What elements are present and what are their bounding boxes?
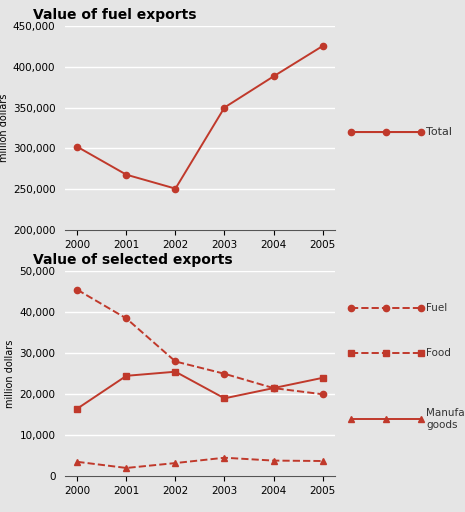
Y-axis label: million dollars: million dollars xyxy=(5,339,15,408)
Text: Fuel: Fuel xyxy=(426,303,448,313)
Y-axis label: million dollars: million dollars xyxy=(0,94,8,162)
Text: Value of fuel exports: Value of fuel exports xyxy=(33,8,196,22)
Text: Total: Total xyxy=(426,127,452,137)
Text: Food: Food xyxy=(426,348,452,358)
Text: Manufactured
goods: Manufactured goods xyxy=(426,408,465,430)
Text: Value of selected exports: Value of selected exports xyxy=(33,253,232,267)
